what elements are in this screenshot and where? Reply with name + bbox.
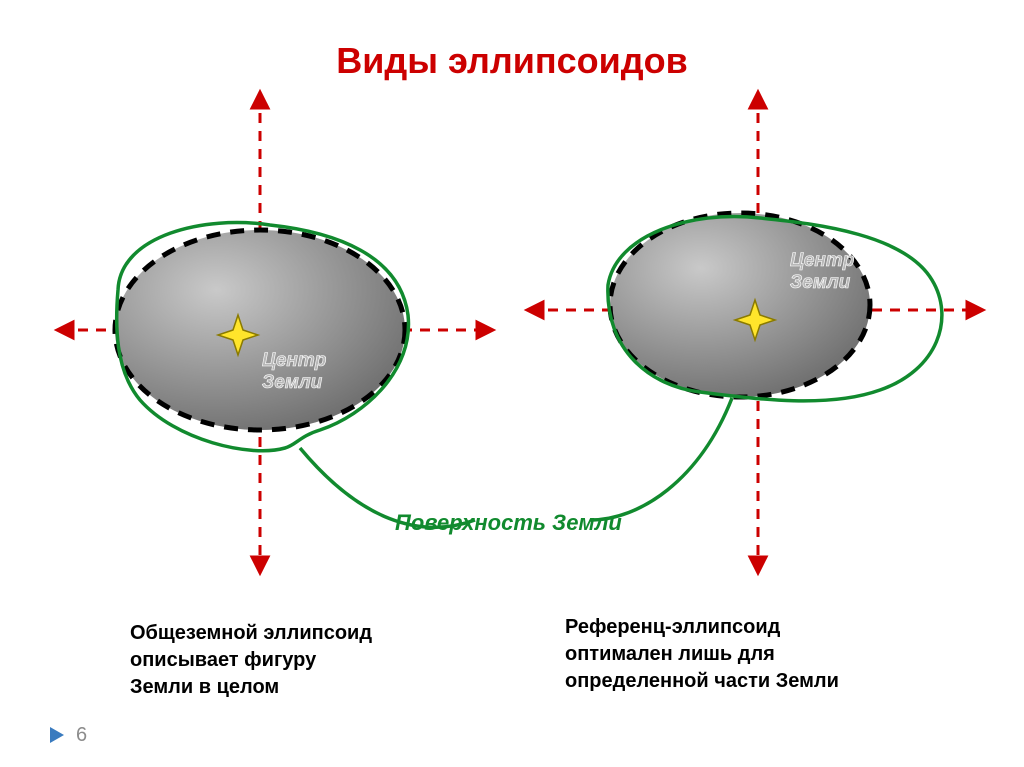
center-label-line1: Центр bbox=[262, 350, 326, 371]
ellipsoid bbox=[115, 230, 405, 430]
center-label-line2: Земли bbox=[262, 372, 323, 393]
left-panel: Центр Земли bbox=[60, 95, 490, 570]
slide: Виды эллипсоидов Центр Земли bbox=[0, 0, 1024, 767]
slide-marker-icon bbox=[48, 725, 68, 745]
left-caption: Общеземной эллипсоид описывает фигуру Зе… bbox=[130, 620, 372, 701]
leader-line bbox=[590, 398, 732, 520]
center-label-line1: Центр bbox=[790, 250, 854, 271]
right-caption: Референц-эллипсоид оптимален лишь для оп… bbox=[565, 614, 839, 695]
right-panel: Центр Земли bbox=[530, 95, 980, 570]
ellipsoid bbox=[610, 213, 870, 397]
surface-label: Поверхность Земли bbox=[395, 510, 622, 536]
slide-number: 6 bbox=[76, 724, 87, 747]
center-label-line2: Земли bbox=[790, 272, 851, 293]
